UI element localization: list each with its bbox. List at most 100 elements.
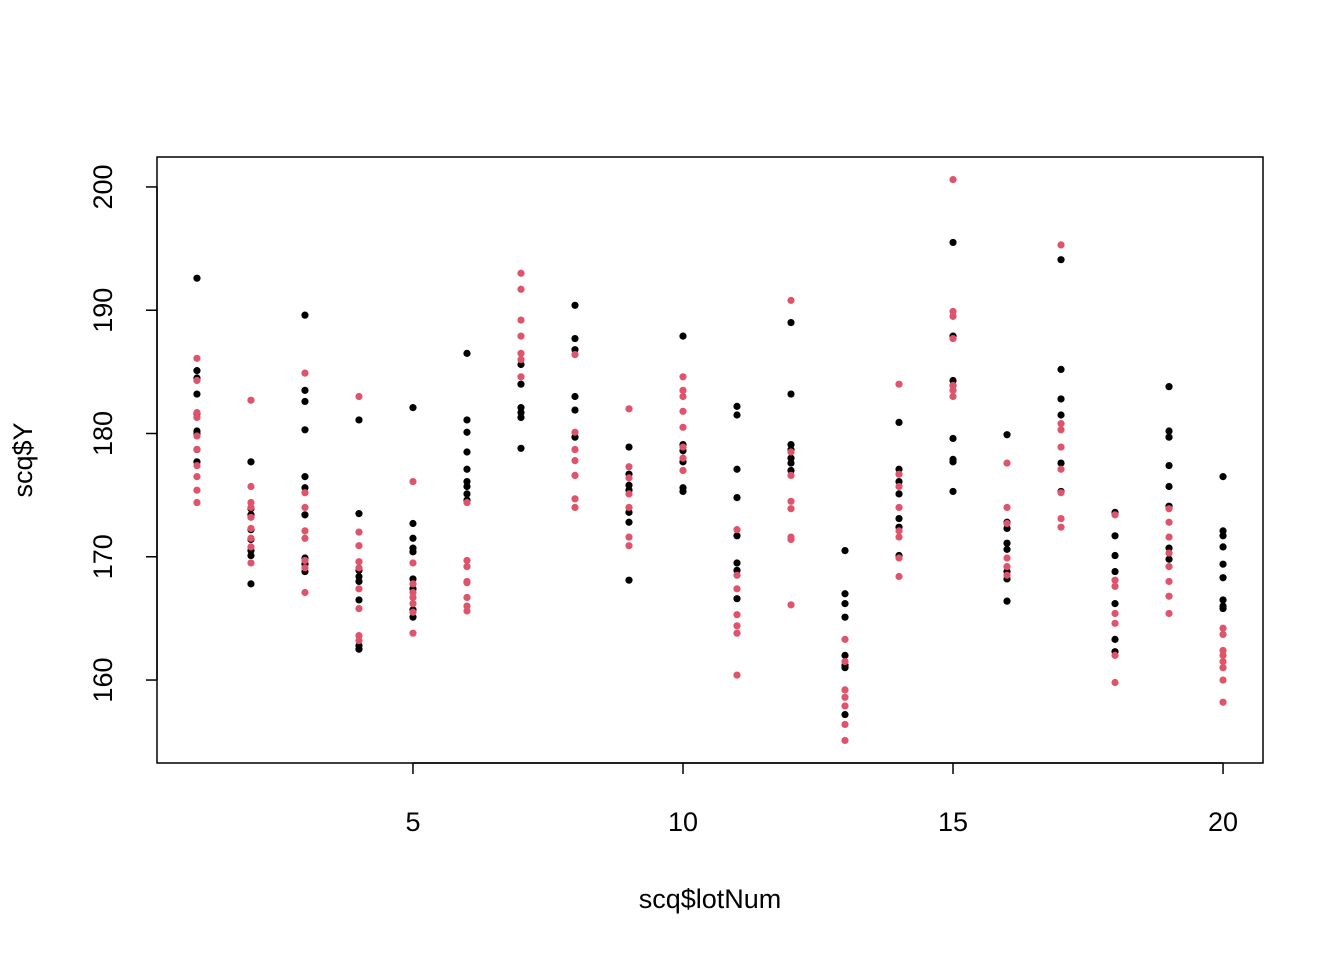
point xyxy=(1111,651,1119,659)
point xyxy=(409,519,417,528)
point xyxy=(1219,676,1227,684)
point xyxy=(1165,461,1173,470)
point xyxy=(1111,576,1119,584)
point xyxy=(1219,604,1227,613)
point xyxy=(355,542,363,550)
point xyxy=(301,564,309,572)
point xyxy=(571,406,579,414)
point xyxy=(355,572,363,581)
point xyxy=(733,585,741,593)
point xyxy=(787,459,795,467)
point xyxy=(895,482,903,491)
point xyxy=(247,513,255,521)
point xyxy=(409,477,417,486)
point xyxy=(409,629,417,637)
point xyxy=(1165,563,1173,571)
point xyxy=(1165,544,1173,552)
point xyxy=(1219,624,1227,632)
point xyxy=(247,498,255,507)
point xyxy=(355,632,363,640)
point xyxy=(625,463,633,471)
point xyxy=(355,392,363,401)
point xyxy=(355,585,363,593)
point xyxy=(841,720,849,729)
point xyxy=(625,576,633,584)
point xyxy=(301,489,309,497)
point xyxy=(571,346,579,354)
point xyxy=(1003,563,1011,571)
point xyxy=(733,622,741,630)
point xyxy=(409,588,417,597)
point xyxy=(517,380,525,388)
point xyxy=(355,510,363,518)
point xyxy=(1057,523,1065,531)
point xyxy=(1219,630,1227,639)
point xyxy=(247,543,255,551)
point xyxy=(193,461,201,470)
y-tick-label: 200 xyxy=(88,164,118,209)
point xyxy=(787,505,795,513)
point xyxy=(463,602,471,610)
point xyxy=(301,311,309,319)
y-tick-label: 160 xyxy=(88,658,118,703)
point xyxy=(1219,698,1227,706)
point xyxy=(949,381,957,390)
point xyxy=(1165,433,1173,441)
x-tick-label: 20 xyxy=(1208,807,1238,837)
point xyxy=(301,426,309,434)
point xyxy=(787,454,795,462)
point xyxy=(841,635,849,643)
point xyxy=(733,559,741,567)
point xyxy=(409,608,417,616)
point xyxy=(1111,582,1119,590)
point xyxy=(1165,518,1173,526)
point xyxy=(193,498,201,507)
point xyxy=(1219,560,1227,568)
point xyxy=(895,554,903,562)
point xyxy=(571,457,579,465)
point xyxy=(895,514,903,523)
point xyxy=(1057,459,1065,467)
point xyxy=(517,316,525,324)
point xyxy=(355,577,363,586)
y-tick-label: 180 xyxy=(88,411,118,456)
point xyxy=(841,702,849,710)
point xyxy=(1165,549,1173,557)
point xyxy=(733,566,741,574)
point xyxy=(841,736,849,745)
point xyxy=(517,444,525,452)
point xyxy=(301,534,309,542)
point xyxy=(625,542,633,550)
point xyxy=(409,580,417,588)
point xyxy=(193,445,201,454)
point xyxy=(733,671,741,679)
point xyxy=(355,564,363,572)
point xyxy=(1003,524,1011,533)
point xyxy=(733,595,741,603)
point xyxy=(517,349,525,357)
point xyxy=(1057,426,1065,434)
point xyxy=(949,238,957,247)
point xyxy=(301,397,309,406)
point xyxy=(733,571,741,579)
point xyxy=(193,354,201,362)
point xyxy=(517,355,525,364)
point xyxy=(247,396,255,404)
point xyxy=(733,402,741,410)
point xyxy=(1003,459,1011,467)
point xyxy=(301,473,309,481)
point xyxy=(247,580,255,588)
point xyxy=(193,413,201,422)
point xyxy=(1057,411,1065,419)
point xyxy=(301,503,309,512)
point xyxy=(1165,505,1173,513)
y-axis-label: scq$Y xyxy=(8,422,38,497)
point xyxy=(841,657,849,666)
point xyxy=(193,376,201,385)
point xyxy=(463,416,471,424)
point xyxy=(463,477,471,486)
point xyxy=(1219,657,1227,666)
point xyxy=(949,307,957,316)
point xyxy=(949,392,957,401)
